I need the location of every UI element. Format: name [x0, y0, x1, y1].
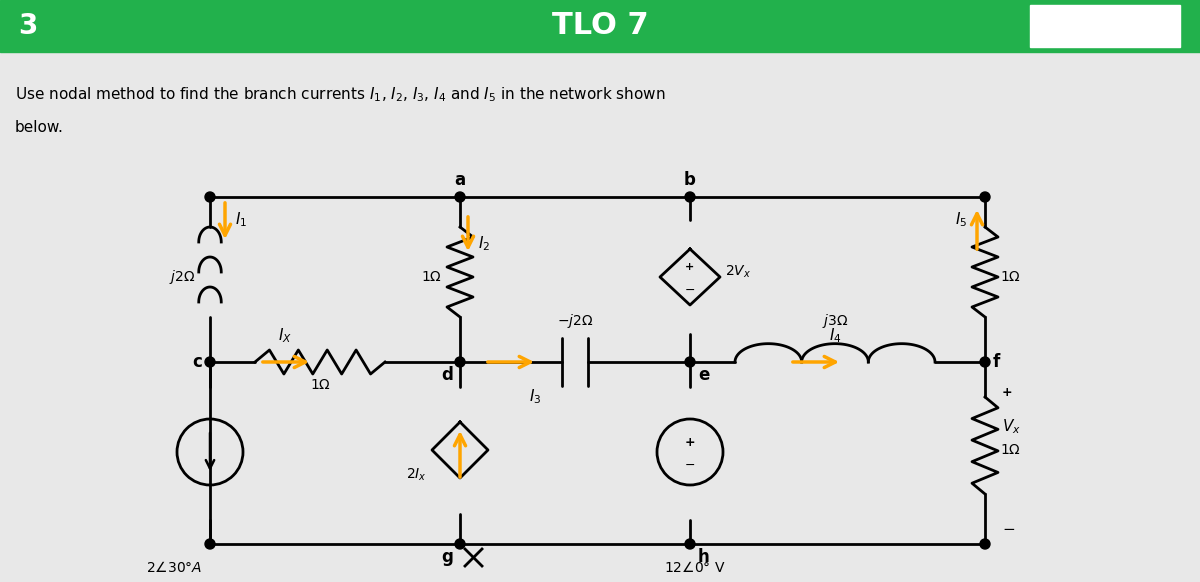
Text: $-$: $-$ [1002, 520, 1015, 534]
Text: d: d [442, 366, 454, 384]
Text: 3: 3 [18, 12, 37, 40]
Text: e: e [698, 366, 709, 384]
Text: h: h [698, 548, 709, 566]
Circle shape [455, 357, 464, 367]
Text: $-$: $-$ [684, 457, 696, 470]
Text: $2\angle30°A$: $2\angle30°A$ [145, 560, 202, 575]
Text: +: + [1002, 385, 1013, 399]
Text: +: + [685, 435, 695, 449]
Circle shape [205, 539, 215, 549]
Text: $12\angle0°$ V: $12\angle0°$ V [664, 560, 726, 575]
Text: a: a [455, 171, 466, 189]
Text: $I_5$: $I_5$ [955, 211, 967, 229]
Text: $1\Omega$: $1\Omega$ [421, 270, 442, 284]
Circle shape [685, 357, 695, 367]
Text: $I_2$: $I_2$ [478, 235, 490, 253]
Text: TLO 7: TLO 7 [552, 12, 648, 41]
Text: $I_4$: $I_4$ [829, 327, 841, 345]
Circle shape [685, 539, 695, 549]
Bar [1030, 5, 1180, 47]
Text: $1\Omega$: $1\Omega$ [1000, 443, 1021, 457]
Bar [0, 0, 1200, 52]
Text: $j3\Omega$: $j3\Omega$ [822, 312, 848, 330]
Text: c: c [192, 353, 202, 371]
Circle shape [980, 357, 990, 367]
Circle shape [455, 192, 464, 202]
Text: $I_1$: $I_1$ [235, 211, 247, 229]
Text: $j2\Omega$: $j2\Omega$ [169, 268, 196, 286]
Text: $2I_x$: $2I_x$ [407, 467, 427, 483]
Text: $I_3$: $I_3$ [529, 387, 541, 406]
Text: Use nodal method to find the branch currents $\it{I}_1$, $\it{I}_2$, $\it{I}_3$,: Use nodal method to find the branch curr… [14, 85, 666, 104]
Text: $1\Omega$: $1\Omega$ [1000, 270, 1021, 284]
Text: b: b [684, 171, 696, 189]
Circle shape [685, 192, 695, 202]
Text: g: g [442, 548, 454, 566]
Text: $-$: $-$ [684, 282, 696, 296]
Text: $1\Omega$: $1\Omega$ [310, 378, 330, 392]
Circle shape [455, 539, 464, 549]
Text: $I_X$: $I_X$ [278, 327, 292, 345]
Circle shape [205, 192, 215, 202]
Circle shape [980, 539, 990, 549]
Text: below.: below. [14, 120, 64, 135]
Circle shape [205, 357, 215, 367]
Text: $-j2\Omega$: $-j2\Omega$ [557, 312, 593, 330]
Circle shape [980, 192, 990, 202]
Text: $V_x$: $V_x$ [1002, 418, 1021, 436]
Text: +: + [685, 262, 695, 272]
Text: $2V_x$: $2V_x$ [725, 264, 751, 280]
Text: f: f [994, 353, 1001, 371]
